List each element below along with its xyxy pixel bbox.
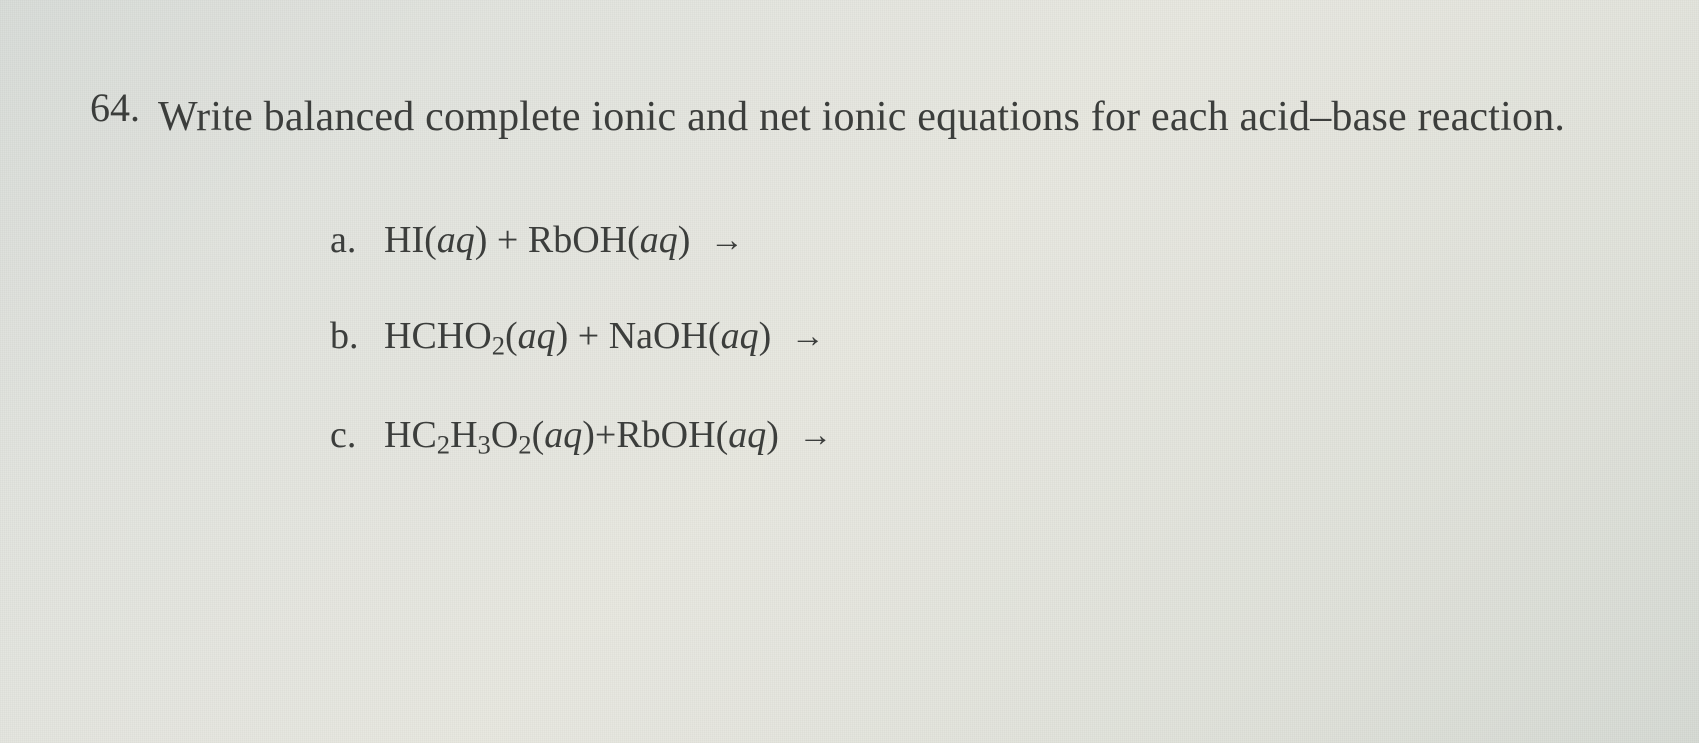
item-letter-c: c.: [330, 413, 384, 457]
question-prompt: Write balanced complete ionic and net io…: [158, 78, 1565, 158]
page-root: 64. Write balanced complete ionic and ne…: [0, 0, 1699, 553]
item-a: a. HI(aq) + RbOH(aq) →: [330, 218, 1619, 262]
item-formula-a: HI(aq) + RbOH(aq) →: [384, 218, 744, 262]
item-formula-c: HC2H3O2(aq)+RbOH(aq) →: [384, 413, 832, 461]
item-c: c. HC2H3O2(aq)+RbOH(aq) →: [330, 413, 1619, 461]
question-prompt-row: 64. Write balanced complete ionic and ne…: [90, 78, 1619, 158]
question-number: 64.: [90, 78, 140, 138]
item-letter-a: a.: [330, 218, 384, 262]
items-list: a. HI(aq) + RbOH(aq) → b. HCHO2(aq) + Na…: [330, 218, 1619, 461]
item-b: b. HCHO2(aq) + NaOH(aq) →: [330, 314, 1619, 362]
item-formula-b: HCHO2(aq) + NaOH(aq) →: [384, 314, 825, 362]
item-letter-b: b.: [330, 314, 384, 358]
